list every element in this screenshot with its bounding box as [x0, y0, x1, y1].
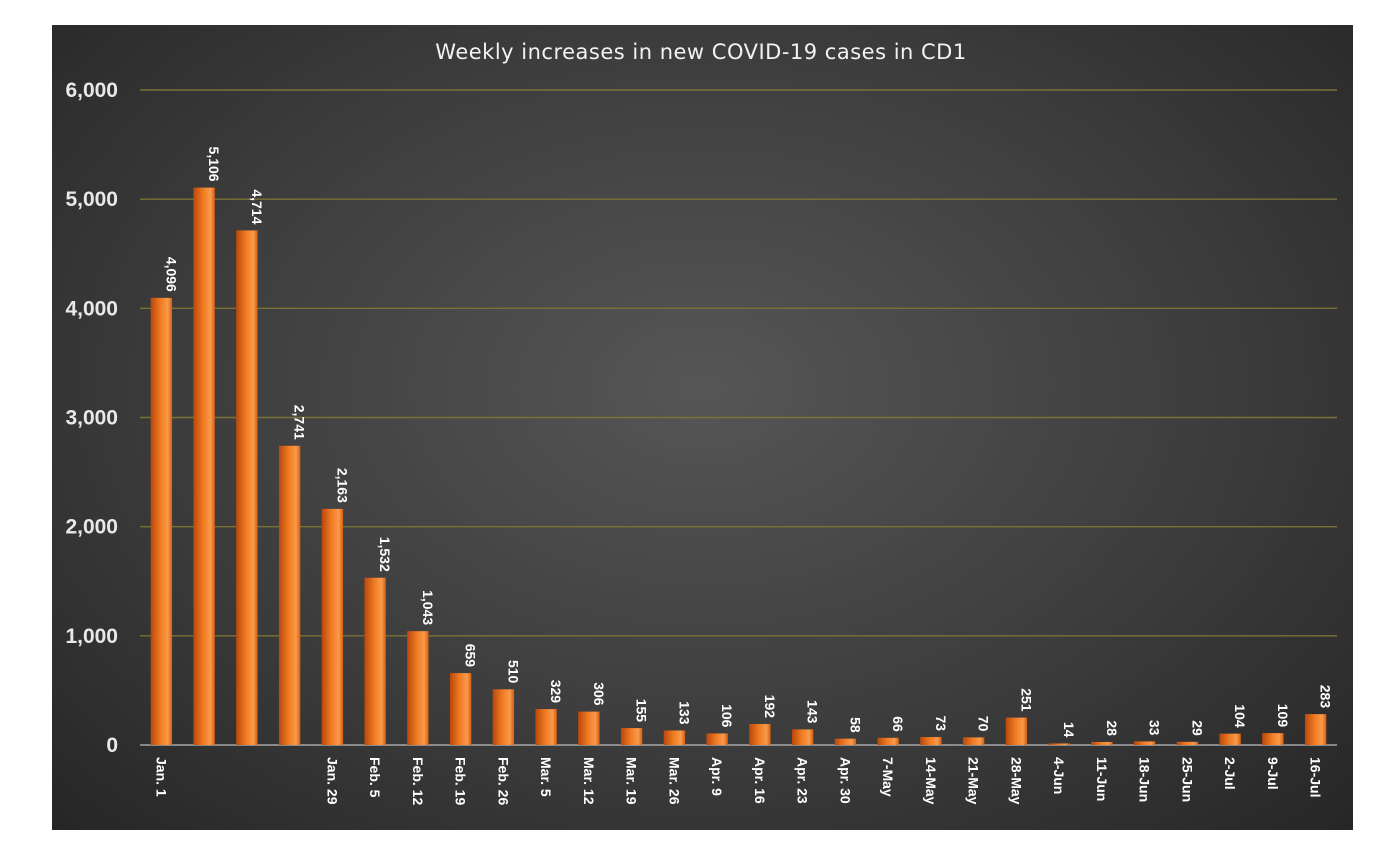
bar [193, 187, 215, 746]
bar [962, 737, 985, 745]
bar [236, 230, 258, 746]
data-labels: 4,096 5,106 4,714 2,741 2,163 1,532 1,043 659 51… [163, 147, 1333, 738]
data-label: 143 [805, 700, 821, 724]
x-tick-label: Jan. 29 [324, 757, 340, 805]
bar [492, 689, 515, 745]
bar [920, 737, 942, 745]
bar [1176, 741, 1199, 745]
x-tick-label: Mar. 19 [624, 757, 640, 805]
data-label: 133 [676, 701, 692, 725]
data-label: 106 [719, 704, 735, 728]
data-label: 329 [548, 680, 564, 704]
bar [1048, 743, 1070, 745]
bar [706, 733, 728, 745]
y-tick-label: 1,000 [65, 625, 118, 648]
x-tick-label: Apr. 16 [752, 757, 768, 804]
x-tick-label: 2-Jul [1222, 757, 1238, 790]
y-tick-label: 6,000 [65, 79, 118, 102]
data-label: 66 [890, 716, 906, 732]
y-axis: 0 1,000 2,000 3,000 4,000 5,000 6,000 [65, 79, 118, 757]
x-tick-label: Mar. 5 [538, 757, 554, 797]
bar [1219, 733, 1241, 745]
x-tick-label: Jan. 1 [153, 757, 169, 797]
bar [449, 673, 472, 745]
data-label: 2,741 [292, 405, 308, 440]
data-label: 4,096 [163, 257, 179, 292]
data-label: 28 [1104, 720, 1120, 736]
chart-title: Weekly increases in new COVID-19 cases i… [435, 40, 966, 64]
data-label: 104 [1232, 704, 1248, 728]
x-tick-label: Feb. 12 [410, 757, 426, 805]
bar [834, 738, 857, 745]
y-tick-label: 5,000 [65, 188, 118, 211]
data-label: 4,714 [249, 189, 265, 224]
x-tick-label: 14-May [923, 757, 939, 805]
bar [1005, 717, 1028, 745]
data-label: 14 [1061, 722, 1077, 738]
y-tick-label: 3,000 [65, 407, 118, 430]
data-label: 33 [1147, 720, 1163, 736]
bar [1091, 741, 1113, 745]
x-tick-label: Mar. 12 [581, 757, 597, 805]
data-label: 1,532 [377, 537, 393, 572]
data-label: 73 [933, 715, 949, 731]
x-tick-label: Feb. 19 [453, 757, 469, 805]
bar [749, 724, 771, 745]
data-label: 70 [976, 716, 992, 732]
x-tick-label: Mar. 26 [666, 757, 682, 805]
data-label: 2,163 [334, 468, 350, 503]
bar [278, 445, 301, 745]
bars [150, 187, 1327, 746]
x-tick-label: 21-May [966, 757, 982, 805]
y-tick-label: 0 [106, 734, 118, 757]
x-tick-label: 18-Jun [1137, 757, 1153, 802]
data-label: 192 [762, 695, 778, 719]
data-label: 283 [1318, 685, 1334, 709]
gridlines [140, 89, 1337, 746]
y-tick-label: 2,000 [65, 516, 118, 539]
x-tick-label: Feb. 5 [367, 757, 383, 798]
x-tick-label: Apr. 30 [837, 757, 853, 804]
data-label: 155 [634, 699, 650, 723]
bar [1133, 741, 1156, 745]
bar [364, 577, 386, 745]
x-tick-label: 16-Jul [1308, 757, 1324, 797]
data-label: 1,043 [420, 590, 436, 625]
x-tick-label: 28-May [1008, 757, 1024, 805]
data-label: 306 [591, 682, 607, 706]
bar [791, 729, 814, 745]
bar [877, 737, 899, 745]
data-label: 659 [463, 644, 479, 668]
x-tick-label: Apr. 23 [795, 757, 811, 804]
x-axis: Jan. 1 Jan. 29 Feb. 5 Feb. 12 Feb. 19 Feb. 26… [153, 757, 1323, 805]
x-tick-label: Feb. 26 [495, 757, 511, 805]
data-label: 251 [1018, 688, 1034, 712]
bar [535, 709, 557, 745]
bar [663, 730, 686, 745]
chart-area: Weekly increases in new COVID-19 cases i… [52, 25, 1353, 830]
x-tick-label: 7-May [880, 757, 896, 797]
x-tick-label: 4-Jun [1051, 757, 1067, 794]
data-label: 109 [1275, 704, 1291, 728]
bar [321, 508, 344, 745]
data-label: 5,106 [206, 147, 222, 182]
y-tick-label: 4,000 [65, 297, 118, 320]
bar [620, 728, 643, 745]
bar [407, 631, 429, 745]
x-tick-label: Apr. 9 [709, 757, 725, 796]
data-label: 510 [505, 660, 521, 684]
bar [150, 297, 173, 745]
bar-chart: Weekly increases in new COVID-19 cases i… [65, 40, 1337, 805]
data-label: 58 [847, 717, 863, 733]
x-tick-label: 25-Jun [1179, 757, 1195, 802]
data-label: 29 [1189, 720, 1205, 736]
bar [1304, 714, 1327, 745]
bar [578, 711, 600, 745]
bar [1262, 733, 1284, 745]
x-tick-label: 11-Jun [1094, 757, 1110, 801]
x-tick-label: 9-Jul [1265, 757, 1281, 790]
